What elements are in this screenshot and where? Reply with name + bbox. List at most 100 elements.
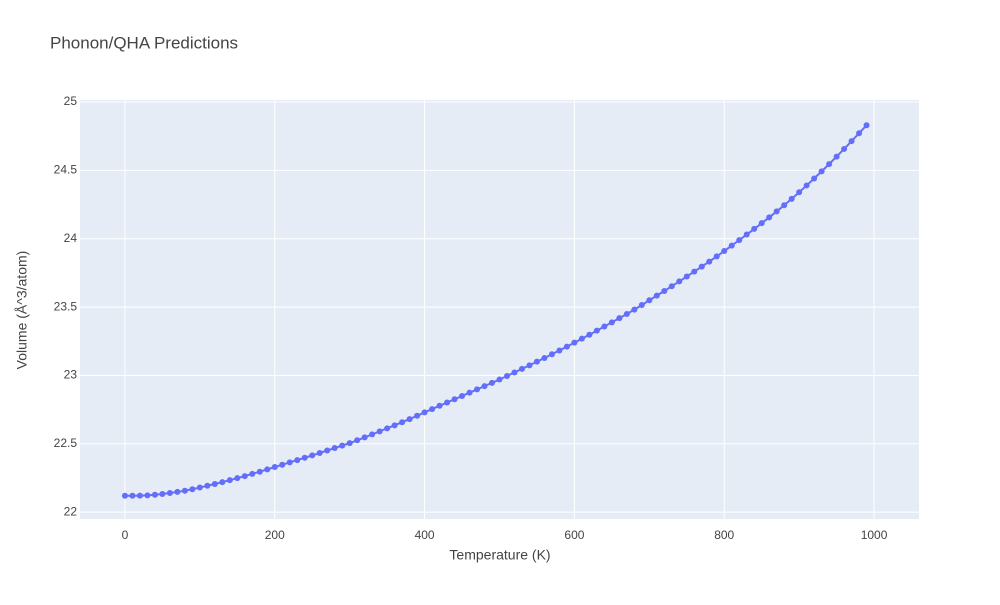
- data-point: [196, 484, 203, 491]
- data-point: [848, 138, 855, 145]
- data-point: [286, 459, 293, 466]
- data-point: [608, 319, 615, 326]
- data-point: [331, 445, 338, 452]
- data-point: [788, 195, 795, 202]
- data-point: [241, 473, 248, 480]
- x-axis-label: Temperature (K): [449, 547, 550, 563]
- data-point: [361, 434, 368, 441]
- data-point: [451, 396, 458, 403]
- data-point: [728, 242, 735, 249]
- data-point: [593, 327, 600, 334]
- data-point: [421, 409, 428, 416]
- data-point: [668, 283, 675, 290]
- data-point: [429, 406, 436, 413]
- data-point: [766, 214, 773, 221]
- data-point: [503, 373, 510, 380]
- data-point: [159, 490, 166, 497]
- chart-title: Phonon/QHA Predictions: [50, 33, 238, 52]
- data-point: [616, 315, 623, 322]
- data-point: [294, 457, 301, 464]
- data-point: [683, 273, 690, 280]
- data-point: [204, 482, 211, 489]
- data-point: [264, 466, 271, 473]
- data-point: [474, 386, 481, 393]
- data-point: [271, 464, 278, 471]
- data-point: [796, 189, 803, 196]
- data-point: [249, 470, 256, 477]
- data-point: [129, 492, 136, 499]
- data-point: [466, 389, 473, 396]
- data-point: [181, 487, 188, 494]
- data-point: [444, 399, 451, 406]
- data-point: [481, 383, 488, 390]
- x-tick-label: 0: [122, 528, 129, 542]
- data-point: [121, 492, 128, 499]
- data-point: [743, 231, 750, 238]
- data-line: [124, 124, 868, 497]
- x-tick-label: 600: [564, 528, 584, 542]
- x-tick-label: 400: [415, 528, 435, 542]
- data-point: [803, 182, 810, 189]
- data-point: [151, 491, 158, 498]
- data-point: [211, 481, 218, 488]
- data-point: [751, 225, 758, 232]
- data-point: [174, 488, 181, 495]
- data-point: [758, 220, 765, 227]
- data-point: [346, 440, 353, 447]
- data-point: [661, 287, 668, 294]
- data-point: [339, 442, 346, 449]
- data-point: [856, 130, 863, 137]
- data-point: [369, 431, 376, 438]
- data-point: [841, 145, 848, 152]
- plot-area: [80, 100, 919, 519]
- data-point: [219, 479, 226, 486]
- y-tick-label: 24: [64, 231, 78, 245]
- data-point: [698, 263, 705, 270]
- data-point: [863, 122, 870, 129]
- data-point: [676, 278, 683, 285]
- data-point: [691, 268, 698, 275]
- data-point: [406, 416, 413, 423]
- data-point: [563, 343, 570, 350]
- y-tick-label: 23: [64, 368, 78, 382]
- data-point: [556, 347, 563, 354]
- data-point: [166, 490, 173, 497]
- y-axis-label: Volume (Å^3/atom): [14, 251, 30, 370]
- data-point: [496, 376, 503, 383]
- data-point: [773, 208, 780, 215]
- data-point: [399, 419, 406, 426]
- data-point: [533, 358, 540, 365]
- data-point: [309, 452, 316, 459]
- x-tick-label: 1000: [861, 528, 888, 542]
- data-point: [541, 354, 548, 361]
- data-point: [548, 351, 555, 358]
- data-point: [571, 339, 578, 346]
- data-point: [459, 392, 466, 399]
- data-point: [136, 492, 143, 499]
- data-point: [256, 468, 263, 475]
- data-point: [301, 454, 308, 461]
- data-point: [721, 248, 728, 255]
- y-tick-label: 22: [64, 504, 78, 518]
- data-point: [316, 449, 323, 456]
- data-point: [811, 175, 818, 182]
- data-point: [653, 292, 660, 299]
- data-point: [781, 202, 788, 209]
- data-point: [391, 422, 398, 429]
- x-tick-label: 200: [265, 528, 285, 542]
- data-point: [526, 362, 533, 369]
- data-point: [646, 297, 653, 304]
- data-point: [826, 161, 833, 168]
- data-point: [518, 365, 525, 372]
- data-point: [226, 477, 233, 484]
- data-point: [736, 237, 743, 244]
- data-point: [631, 306, 638, 313]
- data-point: [511, 369, 518, 376]
- data-point: [578, 335, 585, 342]
- data-point: [706, 258, 713, 265]
- data-point: [436, 402, 443, 409]
- data-point: [376, 428, 383, 435]
- data-point: [833, 153, 840, 160]
- data-point: [586, 331, 593, 338]
- data-point: [144, 492, 151, 499]
